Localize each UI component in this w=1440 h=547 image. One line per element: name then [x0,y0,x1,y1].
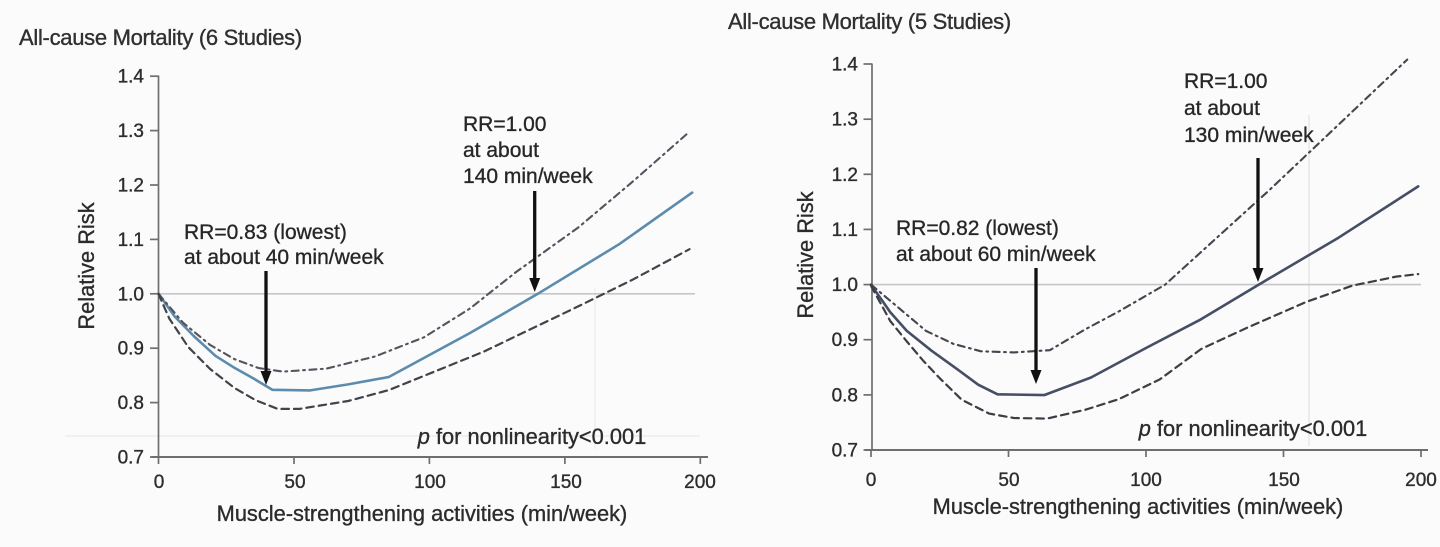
svg-text:RR=1.00: RR=1.00 [463,113,546,136]
svg-text:at about 60 min/week: at about 60 min/week [896,243,1096,266]
svg-text:1.3: 1.3 [118,121,144,142]
svg-text:1.1: 1.1 [832,220,858,241]
svg-text:1.4: 1.4 [832,55,859,76]
svg-text:RR=0.83 (lowest): RR=0.83 (lowest) [184,221,347,244]
svg-text:150: 150 [550,472,582,493]
svg-text:200: 200 [1405,470,1437,491]
svg-text:0.8: 0.8 [832,385,858,406]
svg-text:1.3: 1.3 [832,110,858,131]
svg-text:140 min/week: 140 min/week [463,165,593,188]
svg-text:All-cause Mortality (5 Studies: All-cause Mortality (5 Studies) [728,9,1011,34]
svg-text:0: 0 [154,472,165,493]
svg-text:100: 100 [1130,470,1162,491]
svg-text:Relative Risk: Relative Risk [793,191,818,318]
svg-text:0.9: 0.9 [832,330,858,351]
svg-text:1.2: 1.2 [118,176,144,197]
svg-text:Muscle-strengthening activitie: Muscle-strengthening activities (min/wee… [217,501,628,526]
svg-text:1.1: 1.1 [118,230,144,251]
svg-text:50: 50 [998,470,1019,491]
svg-text:1.0: 1.0 [832,275,858,296]
svg-text:at about 40 min/week: at about 40 min/week [184,246,384,269]
svg-text:RR=0.82 (lowest): RR=0.82 (lowest) [896,217,1059,240]
svg-text:0.9: 0.9 [118,339,144,360]
svg-text:at about: at about [463,139,539,162]
svg-text:at about: at about [1184,97,1260,120]
svg-text:1.4: 1.4 [118,67,145,88]
svg-text:100: 100 [414,472,446,493]
svg-text:50: 50 [284,472,305,493]
svg-text:p for nonlinearity<0.001: p for nonlinearity<0.001 [1138,416,1367,441]
svg-text:0.7: 0.7 [832,441,858,462]
svg-text:200: 200 [684,472,716,493]
svg-text:Relative Risk: Relative Risk [74,202,99,329]
svg-text:0: 0 [866,470,877,491]
svg-text:0.7: 0.7 [118,448,144,469]
svg-text:130 min/week: 130 min/week [1184,124,1314,147]
svg-text:1.0: 1.0 [118,284,144,305]
svg-text:RR=1.00: RR=1.00 [1184,70,1267,93]
svg-text:p for nonlinearity<0.001: p for nonlinearity<0.001 [417,424,646,449]
svg-text:0.8: 0.8 [118,393,144,414]
svg-text:1.2: 1.2 [832,165,858,186]
svg-text:All-cause Mortality (6 Studies: All-cause Mortality (6 Studies) [19,25,302,50]
svg-text:150: 150 [1268,470,1300,491]
svg-text:Muscle-strengthening activitie: Muscle-strengthening activities (min/wee… [933,494,1344,519]
